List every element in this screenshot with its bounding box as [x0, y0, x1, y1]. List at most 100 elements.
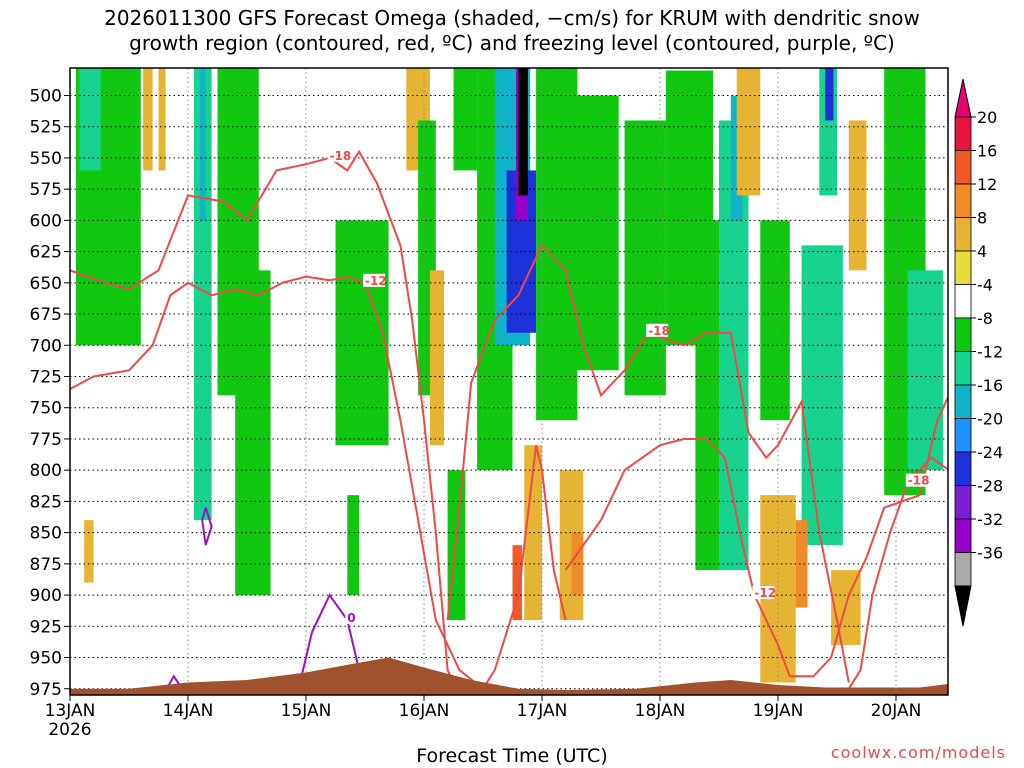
omega-patch [624, 120, 666, 396]
omega-patch [453, 68, 478, 171]
contour-label: -12 [754, 586, 776, 600]
colorbar-swatch [954, 384, 972, 419]
omega-patch [907, 270, 944, 471]
omega-patch [193, 68, 212, 521]
y-tick-label: 875 [30, 555, 62, 575]
colorbar-label: -8 [977, 309, 993, 328]
contour-label-bg [363, 273, 385, 287]
dendritic-contour [70, 275, 567, 691]
plot-area: -18 -12 -18 -12 -18 0 [69, 67, 949, 696]
colorbar-swatch [954, 485, 972, 520]
omega-patch [143, 68, 153, 171]
colorbar-swatch [954, 552, 972, 587]
chart-title: 2026011300 GFS Forecast Omega (shaded, −… [104, 6, 920, 55]
credit-text: coolwx.com/models [830, 743, 1006, 762]
terrain [70, 657, 948, 695]
omega-patch [335, 220, 389, 446]
x-axis: 13JAN 14JAN 15JAN 16JAN 17JAN 18JAN 19JAN 20JAN… [45, 695, 922, 740]
colorbar-label: 20 [977, 108, 997, 127]
colorbar-swatch [954, 250, 972, 285]
omega-patch [736, 68, 761, 196]
omega-patch [795, 520, 808, 608]
colorbar-label: -28 [977, 477, 1003, 496]
plot-frame [69, 67, 949, 696]
colorbar-label: -36 [977, 544, 1003, 563]
x-tick-label: 14JAN [163, 701, 214, 721]
colorbar-swatch [954, 317, 972, 352]
x-tick-label: 18JAN [635, 701, 686, 721]
omega-patch [760, 220, 790, 421]
omega-patch [199, 68, 206, 221]
x-axis-title: Forecast Time (UTC) [416, 745, 608, 767]
y-tick-label: 625 [30, 243, 62, 263]
y-tick-label: 750 [30, 399, 62, 419]
dendritic-contour [847, 456, 948, 690]
colorbar-swatch [954, 451, 972, 486]
x-year-label: 2026 [48, 720, 91, 740]
contour-label: -18 [330, 149, 352, 163]
y-axis: 500 525 550 575 600 625 650 675 700 725 750 775 800 8… [30, 86, 70, 700]
omega-patch [524, 445, 542, 621]
omega-patch [825, 68, 834, 121]
omega-patch [79, 68, 101, 171]
y-tick-label: 950 [30, 649, 62, 669]
omega-shading [75, 68, 944, 683]
y-tick-label: 675 [30, 305, 62, 325]
colorbar-swatch [954, 518, 972, 553]
x-tick-label: 19JAN [753, 701, 804, 721]
y-tick-label: 775 [30, 430, 62, 450]
y-tick-label: 825 [30, 492, 62, 512]
colorbar-swatch [954, 150, 972, 185]
omega-patch [512, 545, 522, 621]
contour-label-bg [646, 323, 669, 337]
colorbar-label: 4 [977, 242, 987, 261]
omega-patch [848, 120, 867, 271]
contour-label: 0 [347, 611, 355, 625]
omega-patch [518, 68, 528, 196]
contour-label: -12 [365, 274, 387, 288]
colorbar: 20 16 12 8 4 -4 -8 -12 -16 -20 -24 -28 -32 -36 [954, 78, 1003, 627]
y-tick-label: 525 [30, 118, 62, 138]
omega-patch [801, 245, 843, 546]
contour-label-bg [345, 611, 368, 625]
colorbar-label: -24 [977, 443, 1003, 462]
contour-label: -18 [648, 324, 670, 338]
contour-label: -18 [908, 474, 930, 488]
omega-patch [235, 270, 271, 596]
y-tick-label: 975 [30, 680, 62, 700]
colorbar-swatch [954, 418, 972, 453]
colorbar-top-arrow [954, 78, 972, 118]
y-tick-label: 850 [30, 524, 62, 544]
colorbar-label: -16 [977, 376, 1003, 395]
x-tick-label: 17JAN [517, 701, 568, 721]
contour-label-bg [905, 473, 928, 487]
omega-patch [84, 520, 94, 583]
omega-patch [347, 495, 360, 596]
colorbar-swatch [954, 351, 972, 386]
x-tick-label: 15JAN [281, 701, 332, 721]
y-tick-label: 575 [30, 180, 62, 200]
freezing-level-contour [201, 507, 213, 546]
omega-patch [158, 68, 166, 171]
terrain-fill [70, 657, 948, 695]
y-tick-label: 900 [30, 586, 62, 606]
y-tick-label: 725 [30, 368, 62, 388]
colorbar-swatch [954, 284, 972, 319]
colorbar-label: -32 [977, 510, 1003, 529]
y-tick-label: 700 [30, 336, 62, 356]
omega-chart: -18 -12 -18 -12 -18 0 500 525 550 575 600 625 650 67… [30, 67, 1003, 740]
colorbar-bottom-arrow [954, 585, 972, 627]
colorbar-label: -12 [977, 343, 1003, 362]
x-tick-label: 20JAN [871, 701, 922, 721]
grid-lines [69, 68, 948, 695]
y-tick-label: 550 [30, 149, 62, 169]
y-tick-label: 500 [30, 86, 62, 106]
omega-patch [376, 70, 401, 146]
omega-patch [571, 532, 584, 596]
colorbar-label: -4 [977, 276, 993, 295]
colorbar-label: 8 [977, 209, 987, 228]
omega-patch [429, 270, 445, 446]
contour-label-bg [752, 586, 775, 600]
colorbar-label: -20 [977, 410, 1003, 429]
y-tick-label: 600 [30, 211, 62, 231]
